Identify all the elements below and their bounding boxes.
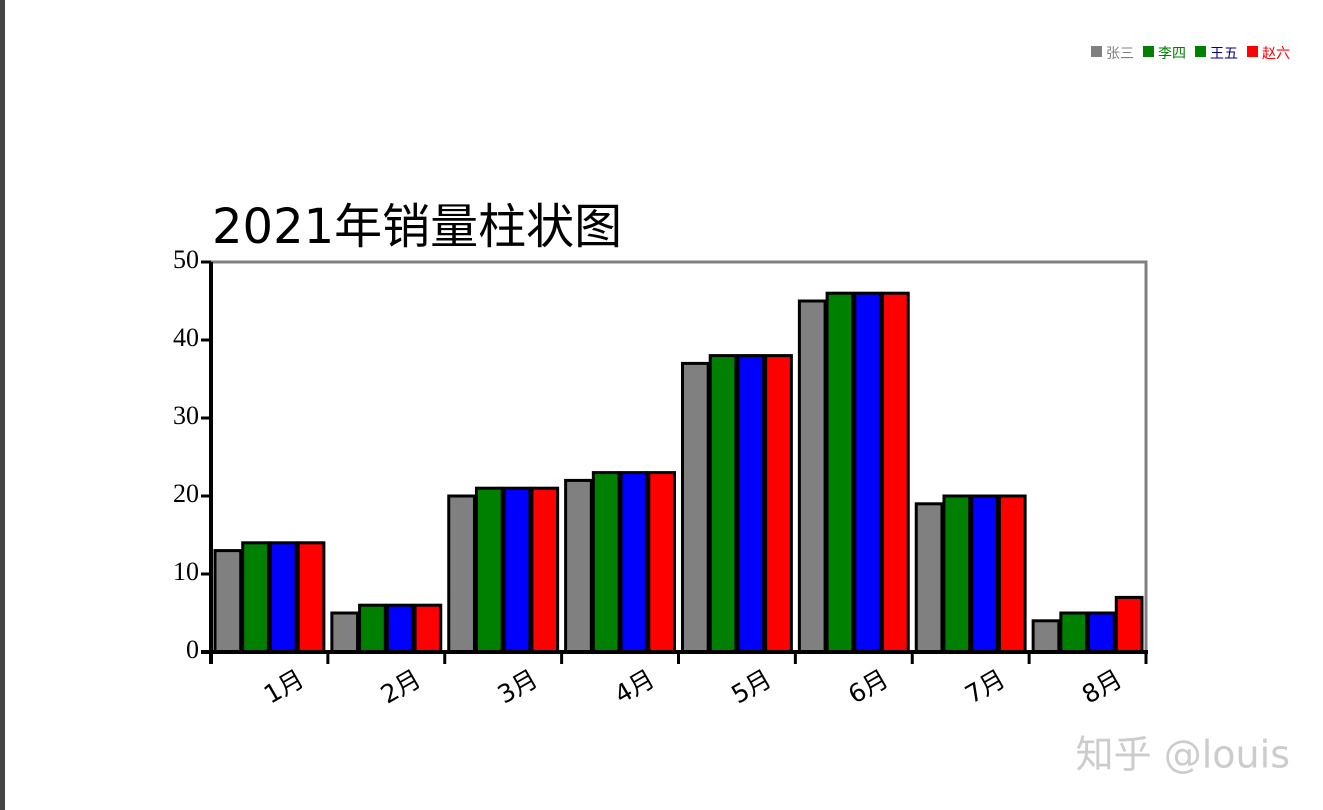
bar <box>502 486 532 654</box>
bar <box>358 603 387 654</box>
y-tick-label: 10 <box>173 557 199 586</box>
bar <box>591 471 621 654</box>
x-tick-label: 4月 <box>610 664 660 710</box>
bar <box>619 471 649 654</box>
bar <box>681 361 710 654</box>
legend-marker <box>1143 46 1154 57</box>
bar <box>853 291 883 654</box>
bar <box>474 486 504 654</box>
window-edge <box>0 0 5 810</box>
bar <box>213 549 243 654</box>
bar <box>241 541 270 654</box>
bar <box>1059 611 1089 654</box>
bar <box>447 494 476 654</box>
y-tick-label: 20 <box>173 479 199 508</box>
bar <box>647 471 676 654</box>
bar <box>564 478 593 654</box>
bar <box>942 494 972 654</box>
bar <box>385 603 415 654</box>
bar <box>330 611 360 654</box>
x-tick-label: 5月 <box>726 664 776 710</box>
bar <box>825 291 855 654</box>
y-tick-label: 40 <box>173 323 199 352</box>
x-tick-label: 7月 <box>960 664 1010 710</box>
y-tick-label: 30 <box>173 401 199 430</box>
x-tick-label: 2月 <box>376 664 426 710</box>
legend-marker <box>1091 46 1102 57</box>
bar <box>708 354 738 654</box>
legend-label: 王五 <box>1210 46 1238 62</box>
y-tick-label: 50 <box>173 245 199 274</box>
bar <box>881 291 910 654</box>
chart-title: 2021年销量柱状图 <box>212 199 622 255</box>
bar <box>1031 619 1061 654</box>
bar <box>1087 611 1116 654</box>
bar <box>268 541 298 654</box>
bar <box>970 494 999 654</box>
bar <box>413 603 443 654</box>
legend-marker <box>1247 46 1258 57</box>
bar <box>530 486 560 654</box>
bar <box>797 299 827 654</box>
bar <box>296 541 326 654</box>
watermark: 知乎 @louis <box>1076 733 1290 777</box>
x-tick-label: 6月 <box>843 664 893 710</box>
x-tick-label: 3月 <box>493 664 543 710</box>
legend-label: 赵六 <box>1262 46 1290 62</box>
bar <box>736 354 766 654</box>
x-tick-label: 8月 <box>1077 664 1127 710</box>
bar <box>997 494 1027 654</box>
bar <box>1114 595 1144 654</box>
legend-marker <box>1195 46 1206 57</box>
x-tick-label: 1月 <box>259 664 309 710</box>
legend-label: 李四 <box>1158 46 1186 62</box>
y-tick-label: 0 <box>186 635 199 664</box>
bar <box>764 354 793 654</box>
legend-label: 张三 <box>1106 46 1134 62</box>
bar <box>914 502 944 654</box>
